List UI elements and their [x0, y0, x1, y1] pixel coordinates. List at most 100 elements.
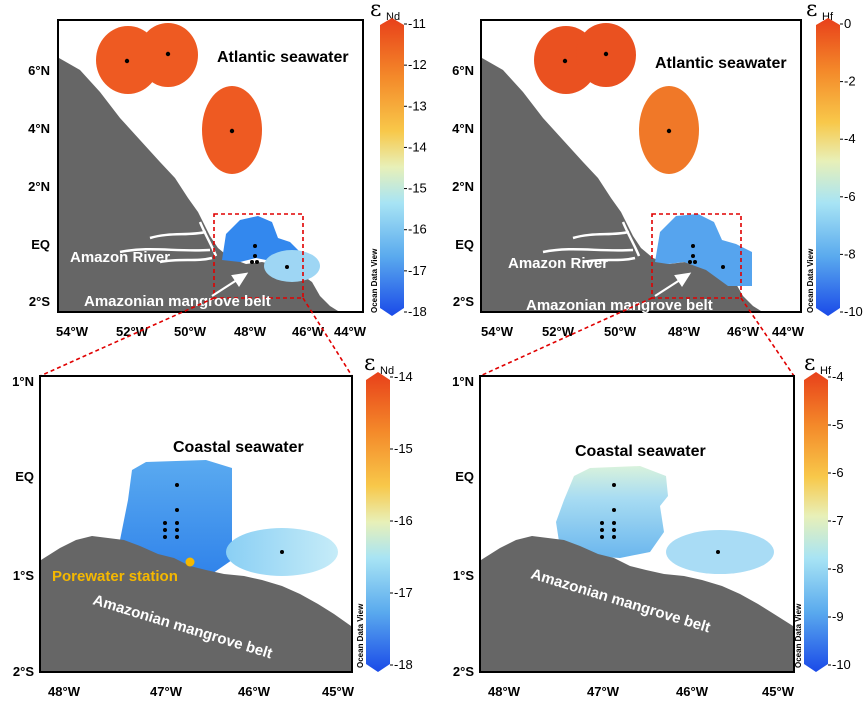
colorbar-credit: Ocean Data View — [806, 248, 815, 313]
lat-axis: 1°N EQ 1°S 2°S — [452, 374, 474, 679]
colorbar-tick-label: -4 — [832, 369, 844, 384]
lat-tick-label: 6°N — [452, 63, 474, 78]
station-points — [562, 51, 725, 269]
panel-nd-regional: Atlantic seawater Amazon River Amazonian… — [28, 0, 427, 339]
lat-tick-label: 2°N — [452, 179, 474, 194]
lon-tick-label: 45°W — [322, 684, 355, 699]
lat-tick-label: 1°S — [13, 568, 34, 583]
lon-tick-label: 45°W — [762, 684, 795, 699]
lat-tick-label: 6°N — [28, 63, 50, 78]
inset-box — [213, 213, 304, 299]
colorbar-tick-label: -14 — [394, 369, 413, 384]
lat-tick-label: EQ — [455, 237, 474, 252]
lat-tick-label: 4°N — [28, 121, 50, 136]
lat-tick-label: 2°S — [453, 294, 474, 309]
land-mangrove — [481, 536, 793, 671]
label-coastal: Coastal seawater — [173, 439, 304, 456]
label-mangrove: Amazonian mangrove belt — [526, 297, 713, 314]
lon-tick-label: 48°W — [48, 684, 81, 699]
station-points — [163, 483, 284, 554]
label-porewater: Porewater station — [52, 568, 178, 585]
colorbar-symbol: ε — [370, 0, 381, 22]
panel-nd-zoom: Coastal seawater Porewater station Amazo… — [12, 351, 413, 699]
patch-coastal — [556, 466, 668, 558]
lat-tick-label: 1°N — [12, 374, 34, 389]
lon-axis: 48°W 47°W 46°W 45°W — [488, 684, 795, 699]
lon-tick-label: 47°W — [587, 684, 620, 699]
lon-tick-label: 48°W — [488, 684, 521, 699]
colorbar-tick-label: -16 — [408, 222, 427, 237]
lon-tick-label: 48°W — [668, 324, 701, 339]
lon-tick-label: 48°W — [234, 324, 267, 339]
colorbar-subscript: Hf — [820, 365, 832, 377]
label-mangrove: Amazonian mangrove belt — [84, 293, 271, 310]
lat-tick-label: 2°S — [29, 294, 50, 309]
patch-coastal — [655, 214, 752, 286]
colorbar-tick-label: -8 — [832, 561, 844, 576]
inset-box — [651, 213, 742, 299]
lon-axis: 54°W 52°W 50°W 48°W 46°W 44°W — [481, 324, 805, 339]
land-south-america — [482, 58, 761, 311]
panel-hf-zoom: Coastal seawater Amazonian mangrove belt… — [452, 351, 851, 699]
colorbar-tick-label: -8 — [844, 246, 856, 261]
lon-tick-label: 46°W — [292, 324, 325, 339]
colorbar-tick-label: -10 — [844, 304, 863, 319]
lon-tick-label: 54°W — [481, 324, 514, 339]
colorbar-tick-label: -9 — [832, 609, 844, 624]
colorbar-credit: Ocean Data View — [794, 603, 803, 668]
colorbar-tick-label: -17 — [408, 263, 427, 278]
label-atlantic: Atlantic seawater — [217, 49, 349, 66]
land-mangrove — [41, 536, 351, 671]
label-amazon-river: Amazon River — [70, 249, 170, 266]
colorbar-tick-label: -18 — [408, 304, 427, 319]
lon-tick-label: 44°W — [772, 324, 805, 339]
lon-tick-label: 44°W — [334, 324, 367, 339]
porewater-station-marker — [185, 557, 195, 567]
lon-axis: 48°W 47°W 46°W 45°W — [48, 684, 355, 699]
label-coastal: Coastal seawater — [575, 443, 706, 460]
colorbar-tick-label: -18 — [394, 657, 413, 672]
label-atlantic: Atlantic seawater — [655, 55, 787, 72]
colorbar-tick-label: 0 — [844, 16, 851, 31]
colorbar-tick-label: -2 — [844, 74, 856, 89]
lat-tick-label: EQ — [31, 237, 50, 252]
colorbar-tick-label: -7 — [832, 513, 844, 528]
lon-tick-label: 50°W — [604, 324, 637, 339]
lon-tick-label: 54°W — [56, 324, 89, 339]
lat-tick-label: 2°S — [453, 664, 474, 679]
lat-tick-label: 2°N — [28, 179, 50, 194]
colorbar-subscript: Nd — [380, 365, 394, 377]
colorbar-tick-label: -6 — [832, 465, 844, 480]
lon-axis: 54°W 52°W 50°W 48°W 46°W 44°W — [56, 324, 367, 339]
panel-hf-regional: Atlantic seawater Amazon River Amazonian… — [452, 0, 863, 339]
lon-tick-label: 46°W — [676, 684, 709, 699]
colorbar-hf-regional: ε Hf Ocean Data View 0 -2 -4 -6 -8 -10 — [806, 0, 863, 319]
lat-tick-label: EQ — [455, 469, 474, 484]
inset-connectors — [39, 297, 795, 377]
lat-tick-label: 4°N — [452, 121, 474, 136]
colorbar-symbol: ε — [806, 0, 817, 22]
arrow-to-station — [654, 272, 692, 297]
colorbar-tick-label: -15 — [394, 441, 413, 456]
station-points — [600, 483, 720, 554]
lon-tick-label: 52°W — [116, 324, 149, 339]
lon-tick-label: 47°W — [150, 684, 183, 699]
lon-tick-label: 46°W — [727, 324, 760, 339]
lon-tick-label: 46°W — [238, 684, 271, 699]
colorbar-nd-regional: ε Nd Ocean Data View -11-12-13-14-15-16-… — [370, 0, 427, 319]
colorbar-tick-label: -5 — [832, 417, 844, 432]
colorbar-tick-label: -6 — [844, 189, 856, 204]
lat-axis: 6°N 4°N 2°N EQ 2°S — [452, 63, 474, 309]
colorbar-tick-label: -17 — [394, 585, 413, 600]
colorbar-tick-label: -12 — [408, 57, 427, 72]
colorbar-tick-label: -14 — [408, 139, 427, 154]
label-amazon-river: Amazon River — [508, 255, 608, 272]
colorbar-credit: Ocean Data View — [356, 603, 365, 668]
station-points — [124, 51, 289, 269]
lon-tick-label: 50°W — [174, 324, 207, 339]
colorbar-tick-label: -11 — [408, 16, 426, 31]
colorbar-symbol: ε — [804, 351, 815, 376]
amazon-river-channels — [542, 221, 641, 264]
lat-tick-label: 2°S — [13, 664, 34, 679]
